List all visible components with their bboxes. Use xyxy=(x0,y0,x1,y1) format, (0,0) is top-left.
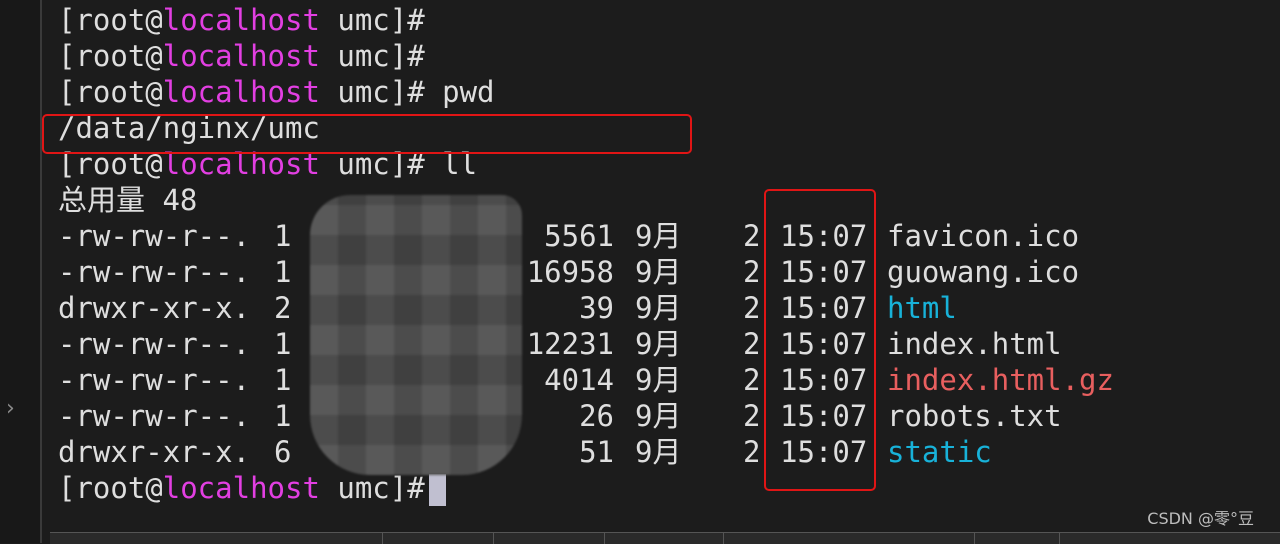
file-time: 15:07 xyxy=(780,291,868,325)
command: ll xyxy=(424,147,478,181)
file-links: 1 xyxy=(274,327,292,361)
file-time: 15:07 xyxy=(780,327,868,361)
terminal-line: 总用量 48 xyxy=(58,182,197,218)
file-links: 1 xyxy=(274,255,292,289)
file-time: 15:07 xyxy=(780,219,868,253)
file-size: 16958 xyxy=(526,255,614,289)
prompt-dir: umc]# xyxy=(319,75,425,109)
file-month: 9月 xyxy=(635,327,682,361)
file-time: 15:07 xyxy=(780,399,868,433)
file-links: 1 xyxy=(274,363,292,397)
file-time: 15:07 xyxy=(780,255,868,289)
bottom-tab-bar xyxy=(50,532,1280,544)
bottom-tab[interactable] xyxy=(494,533,605,544)
terminal-output[interactable]: [root@localhost umc]# [root@localhost umc… xyxy=(58,0,1280,520)
file-day: 2 xyxy=(743,327,761,361)
total-usage: 总用量 48 xyxy=(58,183,198,217)
file-day: 2 xyxy=(743,219,761,253)
file-name[interactable]: static xyxy=(887,435,992,469)
bottom-tab[interactable] xyxy=(605,533,724,544)
watermark: CSDN @零°豆 xyxy=(1147,509,1254,528)
terminal-line: [root@localhost umc]# xyxy=(58,2,425,38)
file-permissions: -rw-rw-r--. xyxy=(58,327,251,361)
file-name[interactable]: html xyxy=(887,291,957,325)
bottom-tab[interactable] xyxy=(975,533,1060,544)
prompt-open: [root@ xyxy=(58,75,163,109)
bottom-tab[interactable] xyxy=(724,533,975,544)
file-name[interactable]: robots.txt xyxy=(887,399,1062,433)
file-time: 15:07 xyxy=(780,435,868,469)
file-name[interactable]: index.html.gz xyxy=(887,363,1114,397)
prompt-dir: umc]# xyxy=(319,3,425,37)
prompt-open: [root@ xyxy=(58,39,163,73)
file-day: 2 xyxy=(743,255,761,289)
prompt-open: [root@ xyxy=(58,3,163,37)
prompt-hostname: localhost xyxy=(162,39,320,73)
file-permissions: -rw-rw-r--. xyxy=(58,255,251,289)
file-month: 9月 xyxy=(635,219,682,253)
prompt-hostname: localhost xyxy=(162,471,320,505)
file-day: 2 xyxy=(743,363,761,397)
terminal-line: /data/nginx/umc xyxy=(58,110,320,146)
prompt-open: [root@ xyxy=(58,471,163,505)
file-size: 5561 xyxy=(544,219,614,253)
file-links: 6 xyxy=(274,435,292,469)
terminal-line: [root@localhost umc]# pwd xyxy=(58,74,495,110)
file-links: 1 xyxy=(274,219,292,253)
file-size: 26 xyxy=(579,399,614,433)
prompt-dir: umc]# xyxy=(319,471,425,505)
file-permissions: drwxr-xr-x. xyxy=(58,435,251,469)
file-time: 15:07 xyxy=(780,363,868,397)
file-name[interactable]: favicon.ico xyxy=(887,219,1080,253)
file-month: 9月 xyxy=(635,255,682,289)
prompt-open: [root@ xyxy=(58,147,163,181)
terminal-line: [root@localhost umc]# xyxy=(58,38,425,74)
file-permissions: -rw-rw-r--. xyxy=(58,363,251,397)
file-month: 9月 xyxy=(635,291,682,325)
file-size: 51 xyxy=(579,435,614,469)
file-day: 2 xyxy=(743,399,761,433)
prompt-hostname: localhost xyxy=(162,3,320,37)
file-links: 2 xyxy=(274,291,292,325)
chevron-right-icon[interactable]: › xyxy=(6,396,15,421)
file-day: 2 xyxy=(743,435,761,469)
prompt-dir: umc]# xyxy=(319,39,425,73)
file-permissions: drwxr-xr-x. xyxy=(58,291,251,325)
prompt-hostname: localhost xyxy=(162,75,320,109)
file-permissions: -rw-rw-r--. xyxy=(58,219,251,253)
file-permissions: -rw-rw-r--. xyxy=(58,399,251,433)
prompt-dir: umc]# xyxy=(319,147,425,181)
cursor xyxy=(428,474,446,506)
command: pwd xyxy=(424,75,495,109)
file-size: 4014 xyxy=(544,363,614,397)
terminal-line: [root@localhost umc]# ll xyxy=(58,146,477,182)
terminal-line: [root@localhost umc]# xyxy=(58,470,446,506)
file-month: 9月 xyxy=(635,363,682,397)
prompt-hostname: localhost xyxy=(162,147,320,181)
bottom-tab[interactable] xyxy=(383,533,494,544)
pixelated-redaction xyxy=(310,195,522,475)
file-day: 2 xyxy=(743,291,761,325)
file-links: 1 xyxy=(274,399,292,433)
file-name[interactable]: index.html xyxy=(887,327,1062,361)
file-name[interactable]: guowang.ico xyxy=(887,255,1080,289)
pwd-output: /data/nginx/umc xyxy=(58,111,320,145)
bottom-tab[interactable] xyxy=(50,533,383,544)
file-month: 9月 xyxy=(635,399,682,433)
left-gutter: › xyxy=(0,0,42,543)
file-size: 39 xyxy=(579,291,614,325)
file-month: 9月 xyxy=(635,435,682,469)
file-size: 12231 xyxy=(526,327,614,361)
